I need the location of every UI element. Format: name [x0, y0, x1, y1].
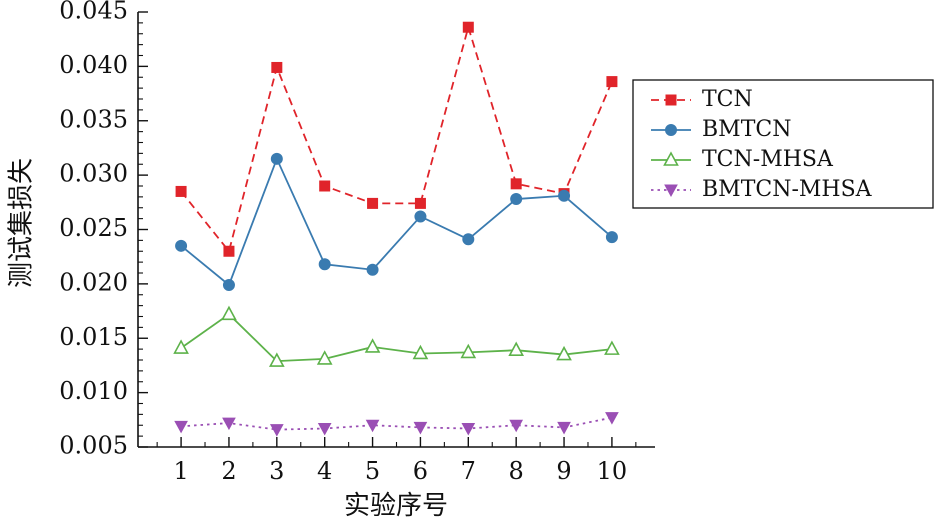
legend-label: BMTCN-MHSA [702, 177, 873, 202]
data-point [462, 233, 475, 246]
data-point [175, 239, 188, 252]
x-tick-label: 10 [597, 457, 628, 485]
data-point [366, 263, 379, 276]
x-tick-label: 1 [173, 457, 188, 485]
data-point [367, 197, 379, 209]
data-point [319, 180, 331, 192]
data-point [223, 245, 235, 257]
x-tick-label: 9 [556, 457, 571, 485]
series-layer [173, 21, 620, 437]
legend-label: TCN-MHSA [702, 147, 834, 172]
data-point [318, 258, 331, 271]
legend-marker [665, 124, 677, 136]
y-tick-label: 0.040 [59, 51, 128, 79]
data-point [221, 305, 237, 321]
data-point [509, 419, 524, 433]
y-tick-label: 0.035 [59, 105, 128, 133]
data-point [460, 343, 477, 359]
data-point [173, 339, 189, 354]
data-point [558, 189, 571, 202]
data-point [510, 178, 522, 190]
series-line [180, 313, 613, 363]
series-line [180, 23, 613, 254]
legend-marker [664, 184, 678, 198]
legend-item: BMTCN-MHSA [651, 177, 873, 202]
data-point [557, 421, 571, 435]
data-point [462, 21, 474, 33]
data-point [605, 412, 619, 425]
x-tick-label: 8 [509, 457, 524, 485]
axes: 0.005 0.010 0.015 0.020 0.025 0.030 0.035 0.040… [59, 0, 655, 485]
y-tick-label: 0.010 [59, 377, 128, 405]
y-tick-label: 0.025 [59, 214, 128, 242]
x-tick-label: 4 [317, 457, 332, 485]
x-tick-label: 3 [269, 457, 284, 485]
legend-marker [663, 151, 679, 166]
data-point [317, 423, 332, 436]
data-point [316, 350, 333, 365]
data-point [606, 76, 618, 88]
y-tick-label: 0.015 [59, 323, 128, 351]
x-tick-label: 5 [365, 457, 380, 485]
legend-label: TCN [702, 87, 753, 112]
series-line [180, 156, 613, 287]
series-bmtcn-mhsa [174, 412, 619, 437]
data-point [271, 61, 283, 73]
legend-item: TCN-MHSA [651, 147, 834, 172]
series-bmtcn [175, 152, 618, 291]
data-point [222, 417, 236, 431]
y-tick-label: 0.030 [59, 160, 128, 188]
data-point [222, 278, 235, 291]
data-point [175, 185, 187, 197]
data-point [461, 423, 476, 436]
data-point [510, 193, 523, 206]
data-point [412, 344, 429, 360]
data-point [268, 352, 285, 367]
legend-item: BMTCN [651, 117, 791, 142]
legend: TCN BMTCN TCN-MHSA BMTCN-MHSA [632, 79, 934, 209]
data-point [413, 421, 428, 435]
data-point [270, 152, 283, 165]
data-point [269, 424, 284, 437]
series-tcn-mhsa [173, 305, 620, 367]
y-axis-title-group: 测试集损失 [7, 158, 37, 288]
x-tick-label: 2 [221, 457, 236, 485]
data-point [604, 340, 620, 355]
legend-marker [665, 94, 677, 106]
data-point [414, 210, 427, 223]
x-axis-title: 实验序号 [344, 491, 448, 521]
data-point [365, 419, 380, 433]
data-point [414, 197, 426, 209]
data-point [508, 341, 525, 357]
legend-item: TCN [651, 87, 753, 112]
data-point [605, 231, 618, 244]
series-line [181, 416, 613, 431]
legend-box [632, 79, 934, 209]
y-tick-label: 0.045 [59, 0, 128, 25]
x-tick-label: 7 [461, 457, 476, 485]
data-point [364, 338, 381, 353]
data-point [174, 420, 188, 434]
y-tick-label: 0.020 [59, 268, 128, 296]
x-tick-label: 6 [413, 457, 428, 485]
series-tcn [175, 21, 618, 257]
data-point [556, 345, 572, 361]
y-tick-label: 0.005 [59, 432, 128, 460]
y-axis-title: 测试集损失 [7, 158, 37, 288]
legend-label: BMTCN [702, 117, 791, 142]
